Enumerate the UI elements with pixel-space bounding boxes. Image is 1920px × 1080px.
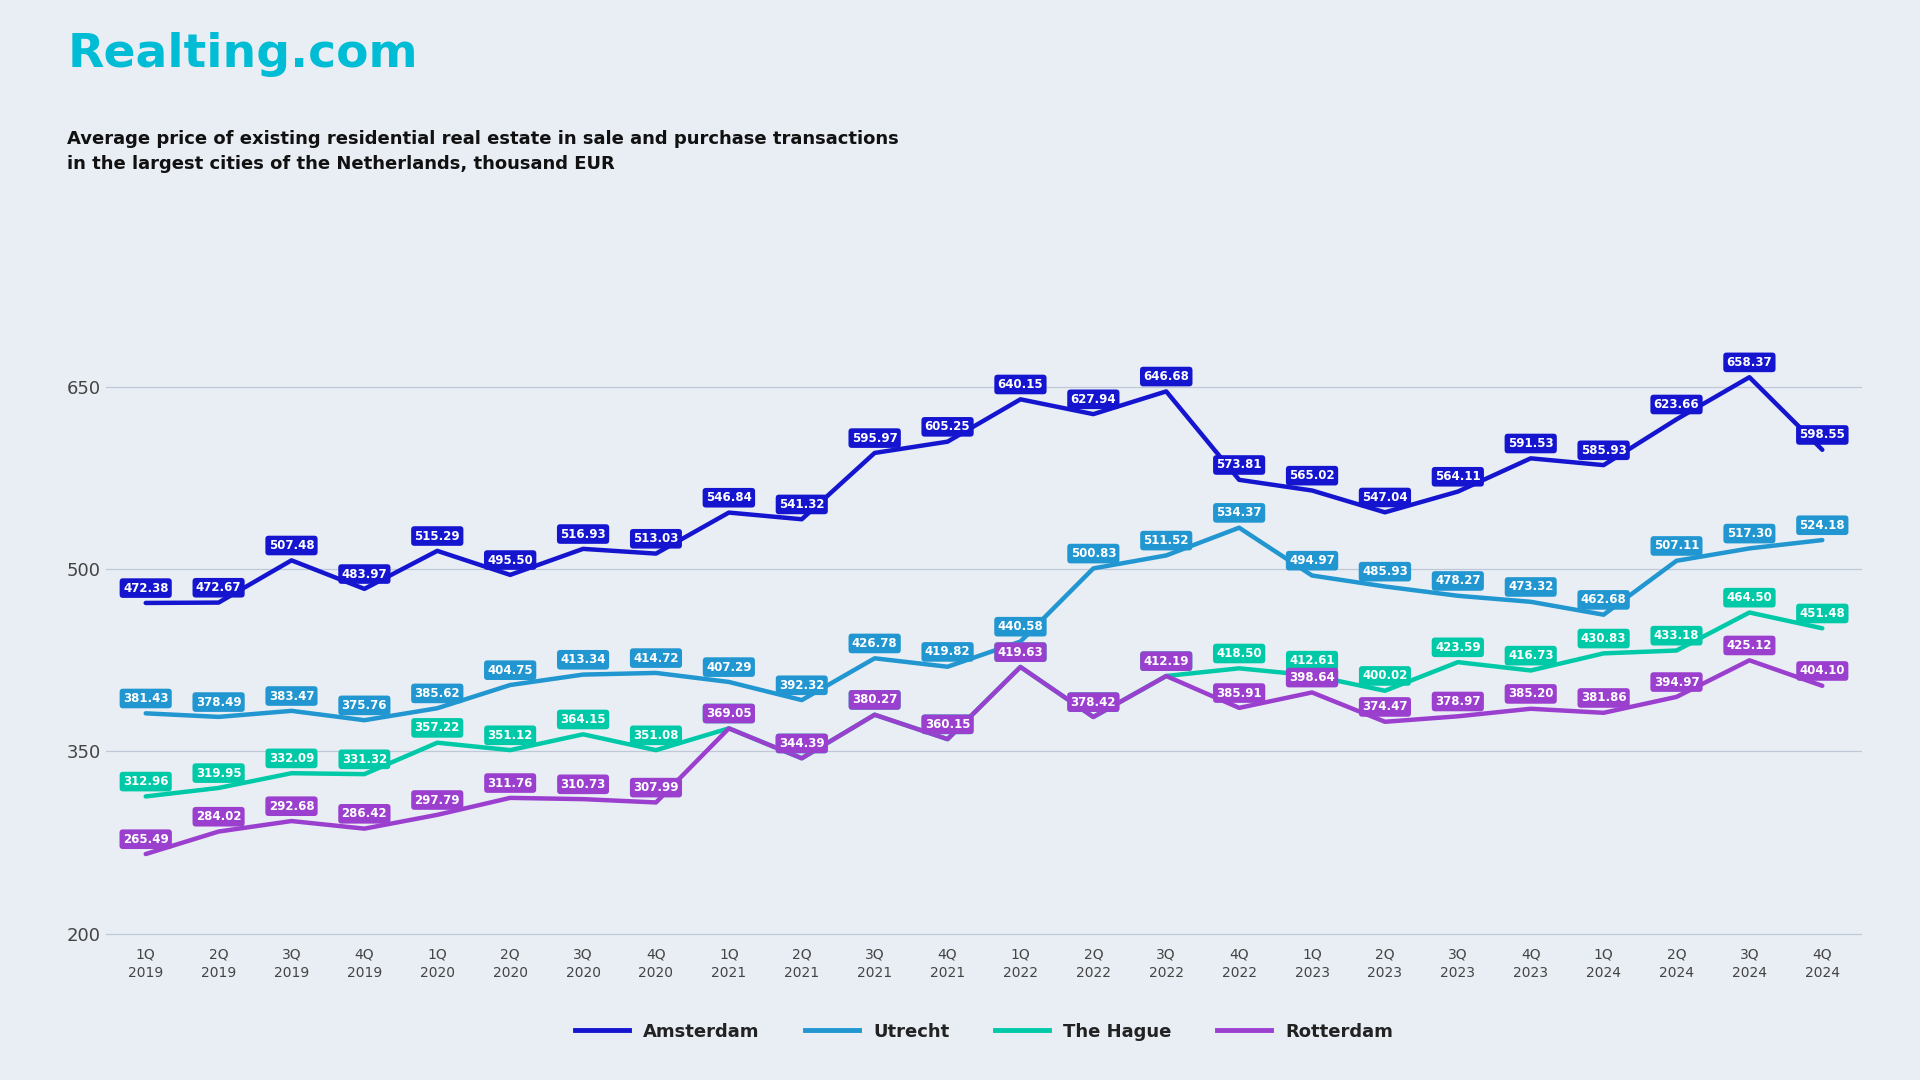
Text: 507.11: 507.11 [1653, 539, 1699, 553]
Text: 297.79: 297.79 [415, 794, 461, 807]
Text: 265.49: 265.49 [123, 833, 169, 846]
Text: 547.04: 547.04 [1361, 491, 1407, 504]
Text: 381.86: 381.86 [1580, 691, 1626, 704]
Text: 383.47: 383.47 [269, 689, 315, 702]
Text: 451.48: 451.48 [1799, 607, 1845, 620]
Text: Average price of existing residential real estate in sale and purchase transacti: Average price of existing residential re… [67, 130, 899, 173]
Text: 565.02: 565.02 [1288, 469, 1334, 482]
Text: 378.42: 378.42 [1071, 696, 1116, 708]
Text: 473.32: 473.32 [1507, 580, 1553, 594]
Text: 392.32: 392.32 [780, 678, 824, 692]
Text: 640.15: 640.15 [998, 378, 1043, 391]
Text: 413.34: 413.34 [561, 653, 607, 666]
Text: 284.02: 284.02 [196, 810, 242, 823]
Text: 485.93: 485.93 [1361, 565, 1407, 578]
Text: 419.63: 419.63 [998, 646, 1043, 659]
Text: 418.50: 418.50 [1217, 647, 1261, 660]
Text: 357.22: 357.22 [415, 721, 461, 734]
Text: 546.84: 546.84 [707, 491, 753, 504]
Text: 381.43: 381.43 [123, 692, 169, 705]
Text: 319.95: 319.95 [196, 767, 242, 780]
Text: 511.52: 511.52 [1144, 535, 1188, 548]
Text: 495.50: 495.50 [488, 554, 534, 567]
Text: 380.27: 380.27 [852, 693, 897, 706]
Text: 483.97: 483.97 [342, 567, 388, 581]
Text: 378.49: 378.49 [196, 696, 242, 708]
Text: 310.73: 310.73 [561, 778, 605, 791]
Text: 534.37: 534.37 [1217, 507, 1261, 519]
Text: 360.15: 360.15 [925, 718, 970, 731]
Text: 344.39: 344.39 [780, 737, 824, 750]
Text: 364.15: 364.15 [561, 713, 607, 726]
Legend: Amsterdam, Utrecht, The Hague, Rotterdam: Amsterdam, Utrecht, The Hague, Rotterdam [566, 1015, 1402, 1048]
Text: 311.76: 311.76 [488, 777, 534, 789]
Text: 351.08: 351.08 [634, 729, 678, 742]
Text: 524.18: 524.18 [1799, 518, 1845, 531]
Text: 394.97: 394.97 [1653, 676, 1699, 689]
Text: 440.58: 440.58 [998, 620, 1043, 633]
Text: 331.32: 331.32 [342, 753, 388, 766]
Text: 412.19: 412.19 [1144, 654, 1188, 667]
Text: 658.37: 658.37 [1726, 356, 1772, 369]
Text: 515.29: 515.29 [415, 529, 461, 542]
Text: 507.48: 507.48 [269, 539, 315, 552]
Text: 478.27: 478.27 [1434, 575, 1480, 588]
Text: 412.19: 412.19 [1144, 654, 1188, 667]
Text: 400.02: 400.02 [1363, 670, 1407, 683]
Text: 623.66: 623.66 [1653, 399, 1699, 411]
Text: 404.75: 404.75 [488, 664, 534, 677]
Text: 433.18: 433.18 [1653, 630, 1699, 643]
Text: 375.76: 375.76 [342, 699, 388, 712]
Text: 407.29: 407.29 [707, 661, 751, 674]
Text: 416.73: 416.73 [1507, 649, 1553, 662]
Text: 423.59: 423.59 [1434, 640, 1480, 653]
Text: 494.97: 494.97 [1288, 554, 1334, 567]
Text: 378.97: 378.97 [1434, 694, 1480, 708]
Text: Realting.com: Realting.com [67, 32, 419, 78]
Text: 292.68: 292.68 [269, 799, 315, 813]
Text: 605.25: 605.25 [925, 420, 970, 433]
Text: 513.03: 513.03 [634, 532, 678, 545]
Text: 430.83: 430.83 [1580, 632, 1626, 645]
Text: 598.55: 598.55 [1799, 429, 1845, 442]
Text: 646.68: 646.68 [1142, 370, 1188, 383]
Text: 369.05: 369.05 [707, 707, 751, 720]
Text: 404.10: 404.10 [1799, 664, 1845, 677]
Text: 585.93: 585.93 [1580, 444, 1626, 457]
Text: 472.38: 472.38 [123, 582, 169, 595]
Text: 425.12: 425.12 [1726, 639, 1772, 652]
Text: 332.09: 332.09 [269, 752, 315, 765]
Text: 351.12: 351.12 [488, 729, 534, 742]
Text: 426.78: 426.78 [852, 637, 897, 650]
Text: 378.42: 378.42 [1071, 696, 1116, 708]
Text: 564.11: 564.11 [1434, 470, 1480, 483]
Text: 286.42: 286.42 [342, 808, 388, 821]
Text: 419.82: 419.82 [925, 646, 970, 659]
Text: 591.53: 591.53 [1507, 437, 1553, 450]
Text: 385.20: 385.20 [1507, 687, 1553, 701]
Text: 462.68: 462.68 [1580, 593, 1626, 606]
Text: 312.96: 312.96 [123, 775, 169, 788]
Text: 414.72: 414.72 [634, 651, 678, 664]
Text: 464.50: 464.50 [1726, 591, 1772, 604]
Text: 517.30: 517.30 [1726, 527, 1772, 540]
Text: 307.99: 307.99 [634, 781, 678, 794]
Text: 380.27: 380.27 [852, 693, 897, 706]
Text: 500.83: 500.83 [1071, 548, 1116, 561]
Text: 472.67: 472.67 [196, 581, 242, 594]
Text: 541.32: 541.32 [780, 498, 824, 511]
Text: 374.47: 374.47 [1361, 701, 1407, 714]
Text: 385.91: 385.91 [1217, 687, 1261, 700]
Text: 573.81: 573.81 [1217, 459, 1261, 472]
Text: 412.61: 412.61 [1290, 654, 1334, 667]
Text: 360.15: 360.15 [925, 718, 970, 731]
Text: 344.39: 344.39 [780, 737, 824, 750]
Text: 398.64: 398.64 [1288, 671, 1334, 684]
Text: 516.93: 516.93 [561, 527, 607, 540]
Text: 595.97: 595.97 [852, 432, 897, 445]
Text: 419.63: 419.63 [998, 646, 1043, 659]
Text: 385.62: 385.62 [415, 687, 461, 700]
Text: 369.05: 369.05 [707, 707, 751, 720]
Text: 627.94: 627.94 [1071, 393, 1116, 406]
